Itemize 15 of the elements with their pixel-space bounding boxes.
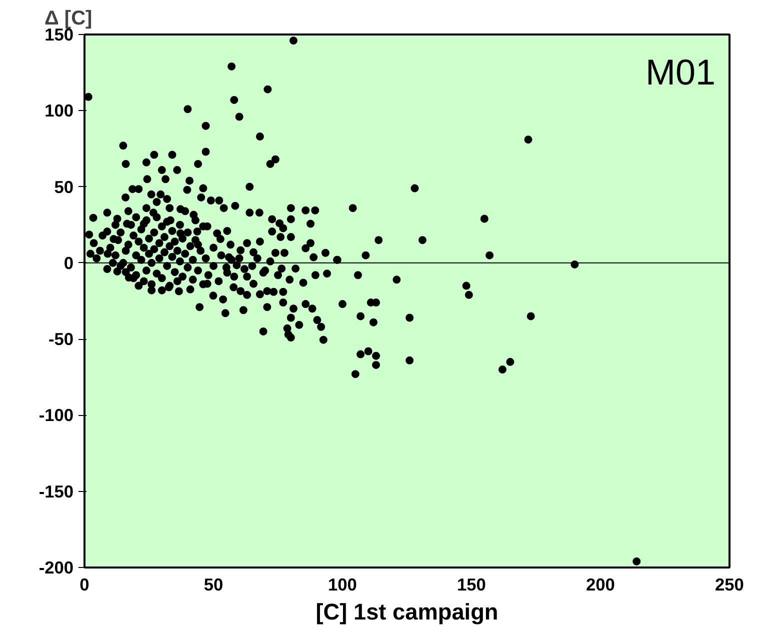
x-axis-title: [C] 1st campaign [316,598,498,624]
x-tick-label: 200 [586,574,615,594]
annotation: M01 [645,52,716,92]
x-tick-label: 0 [80,574,90,594]
y-tick-label: 0 [64,252,74,273]
y-tick-label: -50 [48,329,74,350]
x-tick-label: 250 [715,574,744,594]
y-tick-label: 50 [54,176,74,197]
x-tick-label: 100 [328,574,357,594]
x-tick-label: 50 [204,574,224,594]
y-tick-label: -150 [38,481,74,502]
y-tick-label: -100 [38,405,74,426]
x-tick-label: 150 [457,574,486,594]
y-tick-label: -200 [38,558,74,578]
y-tick-label: 100 [44,100,74,121]
